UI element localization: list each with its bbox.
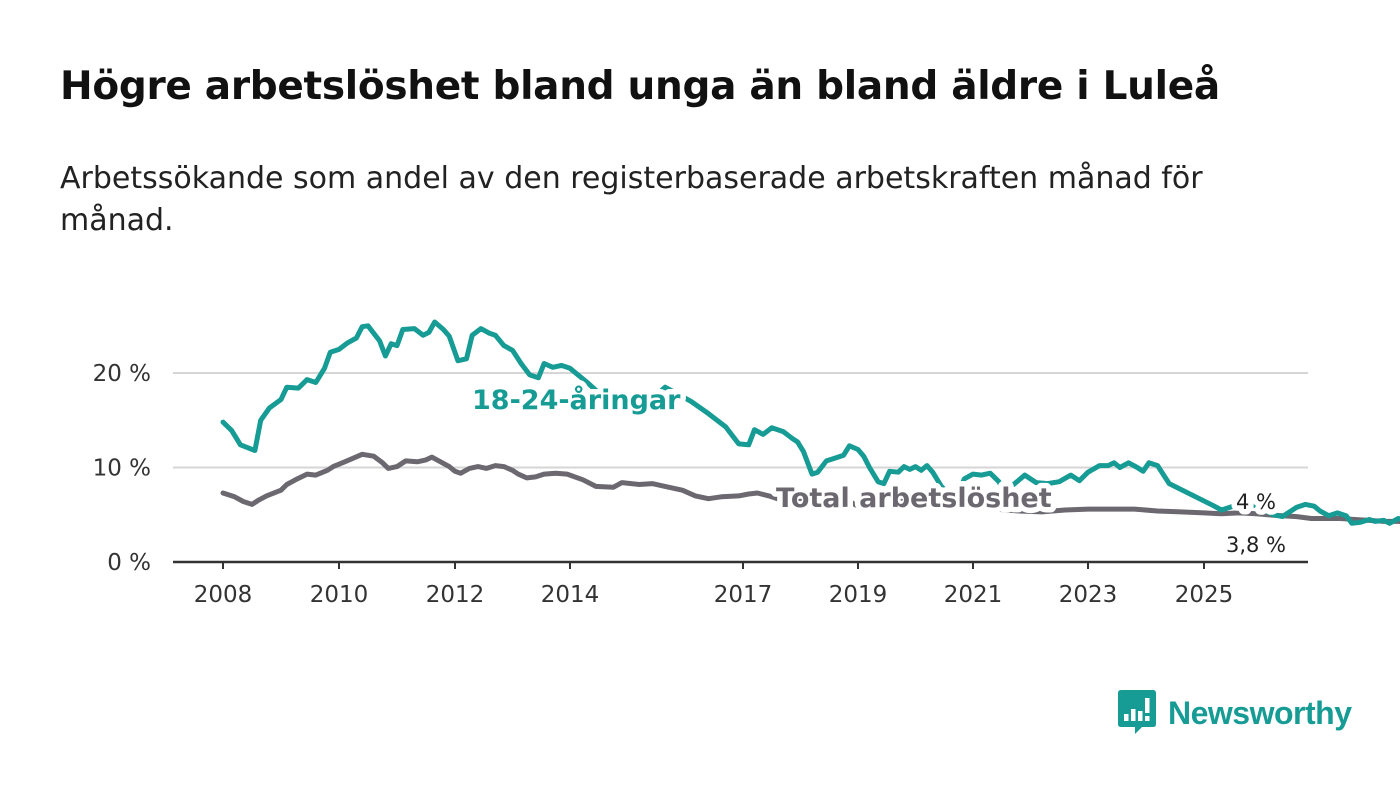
end-label-youth-halo: 4 %: [1236, 490, 1276, 514]
end-label-youth: 4 %: [1236, 490, 1276, 514]
y-tick-label: 10 %: [93, 456, 151, 482]
newsworthy-logo-text: Newsworthy: [1168, 694, 1352, 731]
series-line-youth: [220, 319, 1400, 526]
x-tick-label: 2012: [426, 582, 485, 608]
series-lines: [220, 319, 1400, 526]
end-label-total-halo: 3,8 %: [1226, 533, 1286, 557]
end-label-total: 3,8 %: [1226, 533, 1286, 557]
chart-subtitle: Arbetssökande som andel av den registerb…: [60, 161, 1203, 238]
gridlines: [173, 372, 1308, 469]
x-tick-label: 2019: [829, 582, 888, 608]
x-axis-ticks: 2008 2010 2012 2014 2017 2019 2021 2023 2025: [194, 562, 1234, 608]
x-tick-label: 2025: [1175, 582, 1234, 608]
series-label-youth: 18-24-åringar: [472, 384, 681, 416]
x-tick-label: 2021: [944, 582, 1003, 608]
newsworthy-logo-icon: [1118, 690, 1156, 734]
x-tick-label: 2017: [714, 582, 773, 608]
series-label-total: Total arbetslöshet: [776, 483, 1052, 514]
y-tick-label: 20 %: [93, 361, 151, 387]
chart-title: Högre arbetslöshet bland unga än bland ä…: [60, 64, 1220, 109]
series-label-total-halo: Total arbetslöshet: [776, 483, 1052, 514]
x-tick-label: 2023: [1059, 582, 1118, 608]
x-tick-label: 2014: [541, 582, 600, 608]
series-line-total: [220, 451, 1400, 525]
y-axis-ticks: 0 % 10 % 20 %: [93, 361, 151, 576]
y-tick-label: 0 %: [107, 550, 151, 576]
newsworthy-logo[interactable]: Newsworthy: [1118, 690, 1352, 736]
x-tick-label: 2008: [194, 582, 253, 608]
series-label-youth-halo: 18-24-åringar: [472, 384, 681, 416]
x-tick-label: 2010: [310, 582, 369, 608]
